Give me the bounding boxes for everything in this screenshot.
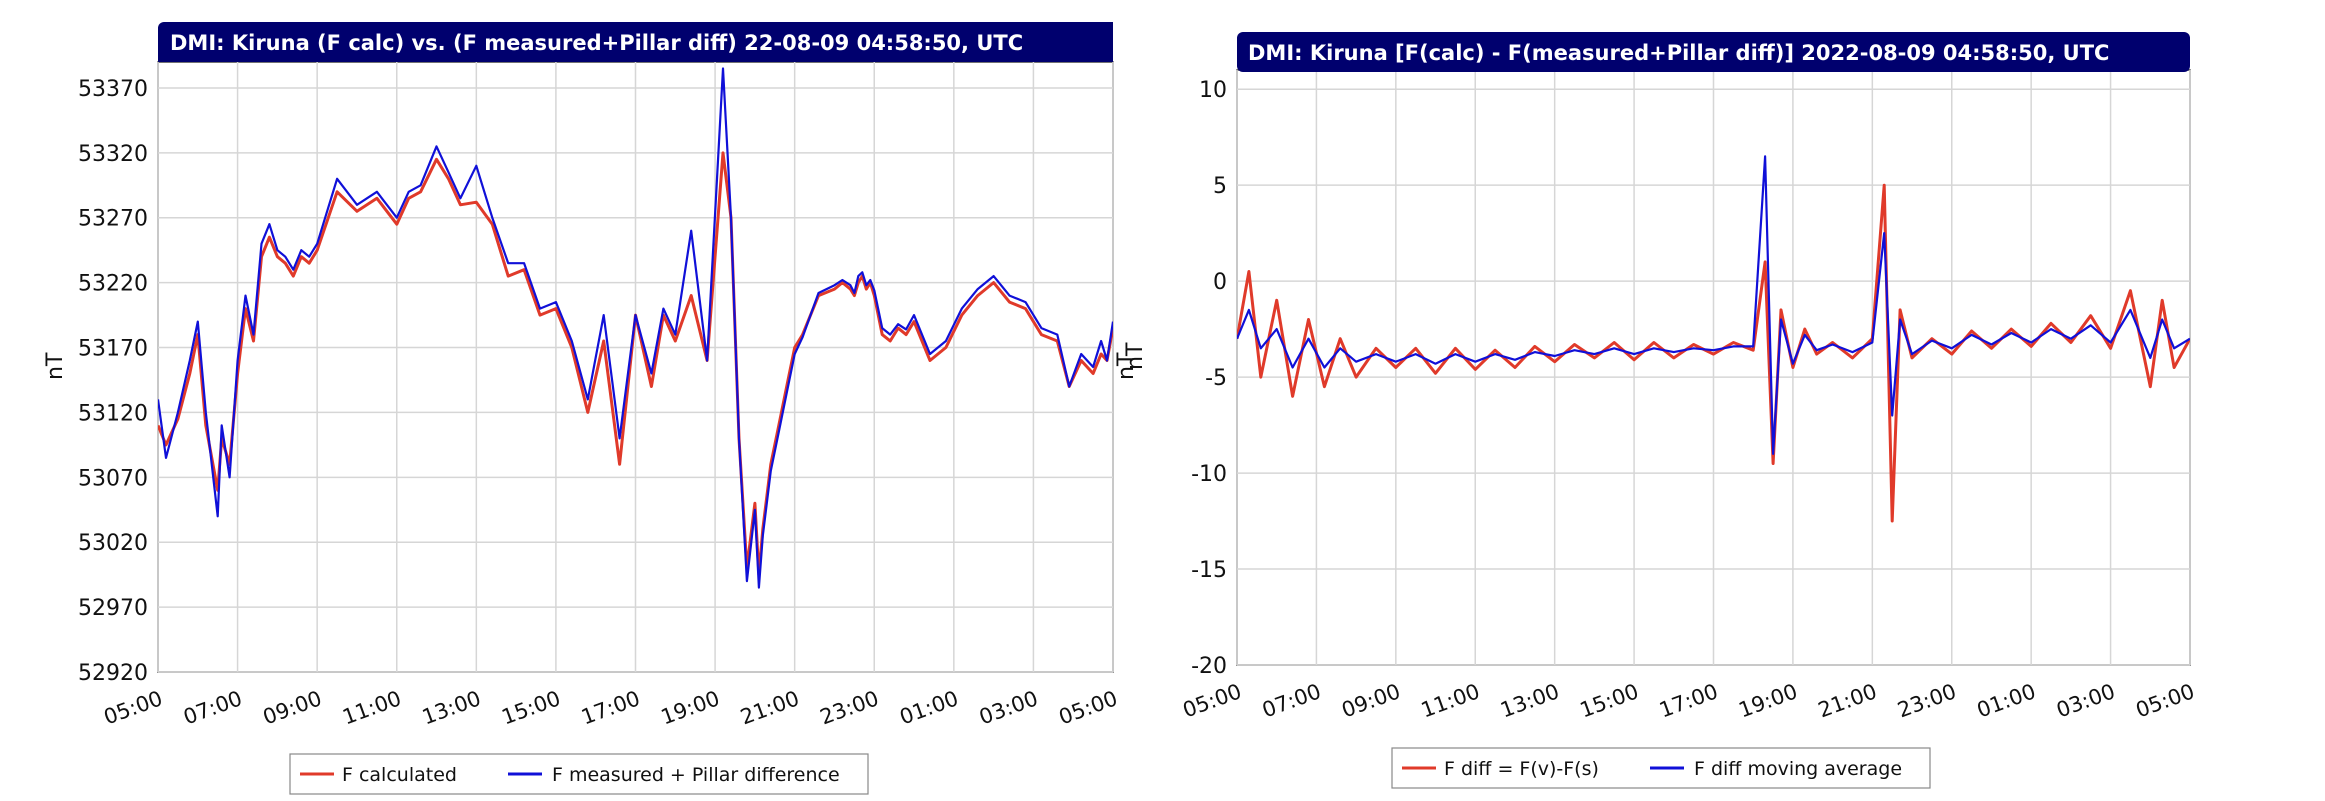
y-tick-label: 0 bbox=[1213, 270, 1227, 295]
y-tick-label: -10 bbox=[1191, 462, 1227, 487]
y-tick-label: 53070 bbox=[78, 466, 148, 491]
x-tick-label: 09:00 bbox=[1338, 679, 1403, 722]
x-tick-label: 07:00 bbox=[180, 686, 245, 729]
x-tick-label: 19:00 bbox=[658, 686, 723, 729]
y-tick-labels-left: 52920 52970 53020 53070 53120 53170 53220 53270… bbox=[78, 77, 148, 686]
x-tick-label: 17:00 bbox=[578, 686, 643, 729]
chart-title-right-text: DMI: Kiruna [F(calc) - F(measured+Pillar… bbox=[1248, 41, 2109, 65]
y-axis-label-right: nT bbox=[1123, 342, 1148, 370]
y-tick-label: 52920 bbox=[78, 661, 148, 686]
y-tick-label: 53370 bbox=[78, 77, 148, 102]
legend-box-left bbox=[289, 753, 869, 795]
y-tick-label: 53270 bbox=[78, 207, 148, 232]
y-tick-label: 5 bbox=[1213, 174, 1227, 199]
x-tick-label: 11:00 bbox=[1418, 679, 1483, 722]
series-group-right bbox=[1237, 155, 2190, 523]
y-axis-label-left: nT bbox=[43, 352, 68, 380]
grid-right bbox=[1236, 70, 2191, 666]
x-tick-labels-right: 05:00 07:00 09:00 11:00 13:00 15:00 17:00 19:00… bbox=[1180, 679, 2198, 722]
series-line-f-diff-f-v-f-s bbox=[1237, 183, 2190, 523]
x-tick-label: 11:00 bbox=[339, 686, 404, 729]
y-tick-label: -20 bbox=[1191, 654, 1227, 679]
y-axis-label-left-right-side: nT bbox=[1114, 352, 1139, 380]
x-tick-label: 21:00 bbox=[1815, 679, 1880, 722]
x-tick-label: 09:00 bbox=[260, 686, 325, 729]
y-tick-label: 10 bbox=[1199, 78, 1227, 103]
x-tick-label: 13:00 bbox=[419, 686, 484, 729]
x-tick-label: 21:00 bbox=[737, 686, 802, 729]
series-line-f-diff-moving-average bbox=[1237, 155, 2190, 455]
x-tick-label: 23:00 bbox=[817, 686, 882, 729]
x-tick-label: 05:00 bbox=[1056, 686, 1121, 729]
x-tick-label: 01:00 bbox=[896, 686, 961, 729]
chart-title-left-text: DMI: Kiruna (F calc) vs. (F measured+Pil… bbox=[170, 31, 1023, 55]
x-tick-label: 15:00 bbox=[1577, 679, 1642, 722]
legend-right: F diff = F(v)-F(s) F diff moving average bbox=[1391, 747, 1931, 789]
legend-entry-f-diff: F diff = F(v)-F(s) bbox=[1444, 758, 1599, 780]
x-tick-label: 05:00 bbox=[1180, 679, 1245, 722]
legend-entry-f-calculated: F calculated bbox=[342, 764, 457, 786]
title-bar-left bbox=[158, 22, 1113, 62]
x-tick-label: 05:00 bbox=[101, 686, 166, 729]
series-line-f-calculated bbox=[158, 151, 1113, 577]
series-line-f-measured-pillar-difference bbox=[158, 67, 1113, 589]
y-tick-label: 53320 bbox=[78, 142, 148, 167]
series-group-left bbox=[158, 67, 1113, 589]
x-tick-label: 03:00 bbox=[2053, 679, 2118, 722]
x-tick-label: 15:00 bbox=[499, 686, 564, 729]
y-tick-label: 53120 bbox=[78, 401, 148, 426]
y-tick-label: -15 bbox=[1191, 558, 1227, 583]
y-tick-label: 53170 bbox=[78, 337, 148, 362]
chart-title-right: DMI: Kiruna [F(calc) - F(measured+Pillar… bbox=[1237, 32, 2190, 72]
y-tick-label: 53220 bbox=[78, 272, 148, 297]
chart-title-left: DMI: Kiruna (F calc) vs. (F measured+Pil… bbox=[158, 22, 1113, 62]
y-tick-label: -5 bbox=[1205, 366, 1227, 391]
legend-entry-f-diff-moving-average: F diff moving average bbox=[1694, 758, 1902, 780]
title-bar-right bbox=[1237, 32, 2190, 72]
grid-left bbox=[157, 62, 1114, 673]
y-tick-labels-right: -20 -15 -10 -5 0 5 10 bbox=[1191, 78, 1227, 679]
x-tick-label: 01:00 bbox=[1974, 679, 2039, 722]
chart-left: 52920 52970 53020 53070 53120 53170 53220 53270… bbox=[43, 22, 1139, 795]
x-tick-label: 17:00 bbox=[1656, 679, 1721, 722]
x-tick-labels-left: 05:00 07:00 09:00 11:00 13:00 15:00 17:00 19:00… bbox=[101, 686, 1121, 729]
legend-entry-f-measured: F measured + Pillar difference bbox=[552, 764, 840, 786]
y-tick-label: 53020 bbox=[78, 531, 148, 556]
x-tick-label: 19:00 bbox=[1736, 679, 1801, 722]
x-tick-label: 03:00 bbox=[976, 686, 1041, 729]
legend-left: F calculated F measured + Pillar differe… bbox=[289, 753, 869, 795]
x-tick-label: 07:00 bbox=[1259, 679, 1324, 722]
y-tick-label: 52970 bbox=[78, 596, 148, 621]
chart-right: -20 -15 -10 -5 0 5 10 05:00 07:00 09:00 11:00 13:0… bbox=[1123, 32, 2198, 789]
x-tick-label: 13:00 bbox=[1497, 679, 1562, 722]
x-tick-label: 05:00 bbox=[2133, 679, 2198, 722]
x-tick-label: 23:00 bbox=[1894, 679, 1959, 722]
